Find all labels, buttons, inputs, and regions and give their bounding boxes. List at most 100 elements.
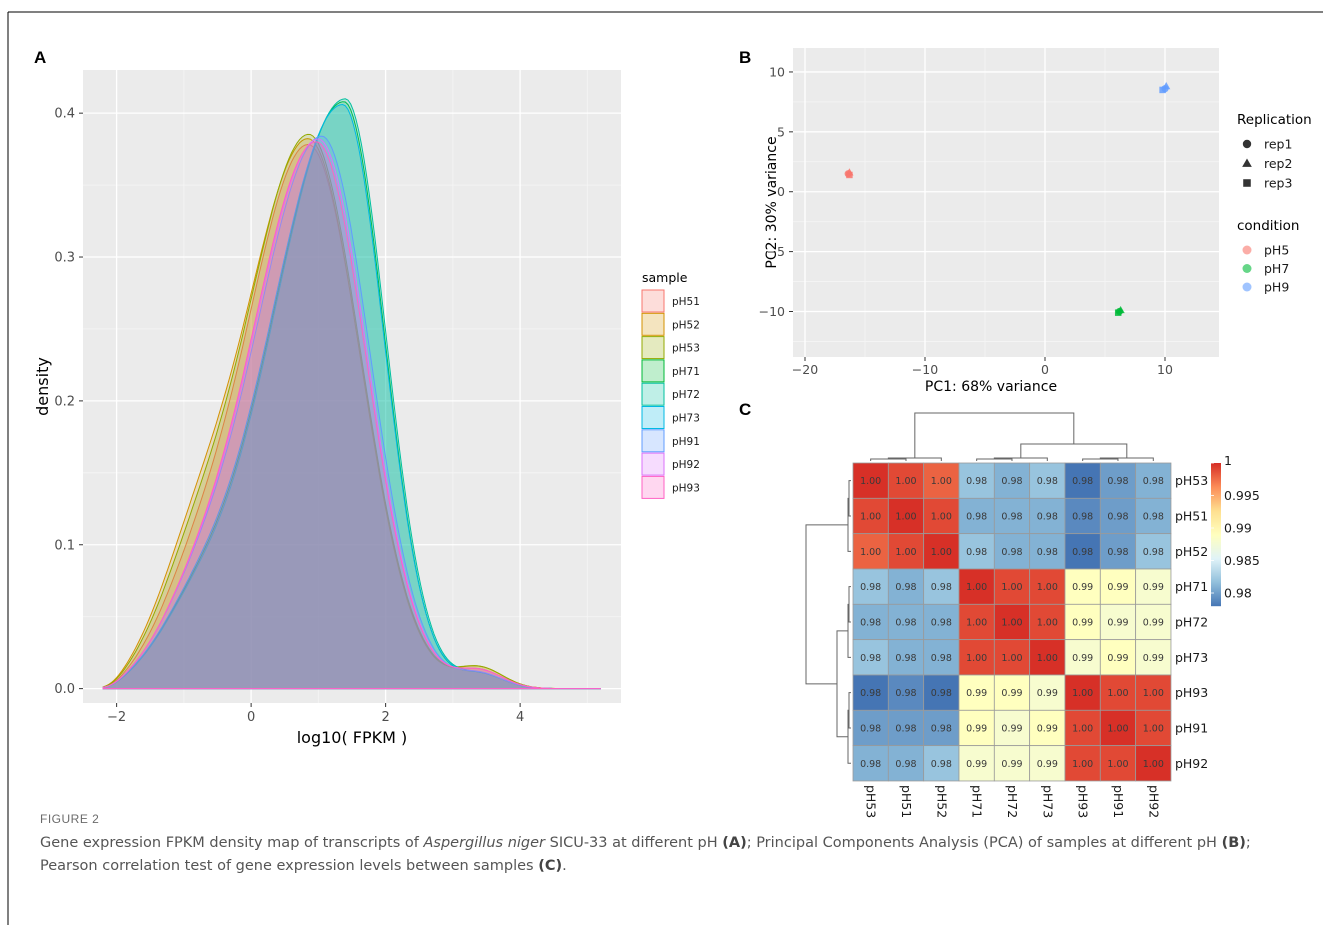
column-dendrogram-branch: [1020, 443, 1128, 458]
colorbar-segment: [1211, 575, 1221, 577]
colorbar-segment: [1211, 562, 1221, 564]
heatmap-cell-label: 1.00: [966, 617, 987, 628]
panel-label-a: A: [34, 48, 47, 67]
heatmap-cell-label: 1.00: [1037, 617, 1058, 628]
heatmap-cell: [1029, 533, 1066, 570]
colorbar-segment: [1211, 550, 1221, 552]
colorbar-segment: [1211, 603, 1221, 605]
heatmap-row-label: pH51: [1175, 508, 1208, 523]
heatmap-cell: [923, 462, 960, 499]
heatmap-cell-label: 0.99: [1037, 759, 1058, 770]
heatmap-cell-label: 0.98: [895, 617, 916, 628]
heatmap-cell: [923, 497, 960, 535]
colorbar-segment: [1211, 488, 1221, 490]
colorbar-segment: [1211, 552, 1221, 554]
heatmap-cell: [852, 709, 889, 747]
colorbar-segment: [1211, 561, 1221, 563]
legend-swatch-pH71: [641, 359, 665, 383]
colorbar-segment: [1211, 471, 1221, 473]
color-legend-key-pH7: [1242, 264, 1252, 273]
heatmap-cell: [993, 639, 1031, 676]
heatmap-cell: [1029, 639, 1066, 676]
heatmap-cell: [958, 745, 995, 782]
colorbar-segment: [1211, 592, 1221, 594]
heatmap-cell-label: 1.00: [1001, 653, 1022, 664]
colorbar-segment: [1211, 483, 1221, 485]
legend-label: pH93: [672, 482, 700, 494]
heatmap-cell-label: 1.00: [1037, 582, 1058, 593]
heatmap-cell: [1099, 639, 1137, 676]
colorbar-segment: [1211, 604, 1221, 606]
heatmap-cell: [1029, 603, 1066, 641]
shape-legend-label: rep1: [1264, 137, 1292, 152]
x-tick-label: 4: [516, 710, 524, 725]
colorbar-segment: [1211, 512, 1221, 514]
heatmap-cell-label: 0.98: [1107, 476, 1128, 487]
density-curve-pH53: [102, 133, 601, 690]
colorbar-segment: [1211, 465, 1221, 467]
heatmap-cell: [1135, 745, 1172, 782]
heatmap-col-label: pH73: [1040, 785, 1055, 818]
heatmap-row-label: pH72: [1175, 614, 1208, 629]
heatmap-col-label: pH92: [1146, 785, 1161, 818]
caption-ref-a: (A): [722, 835, 747, 851]
colorbar-segment: [1211, 528, 1221, 530]
heatmap-cell-label: 0.99: [966, 723, 987, 734]
x-tick-label: 0: [1041, 362, 1049, 377]
colorbar-segment: [1211, 503, 1221, 505]
heatmap-cell-label: 0.98: [860, 653, 881, 664]
x-tick-label: −10: [912, 362, 938, 377]
colorbar-segment: [1211, 492, 1221, 494]
heatmap-cell-label: 0.98: [860, 688, 881, 699]
heatmap-cell-label: 0.99: [1001, 759, 1022, 770]
heatmap-cell: [1135, 639, 1172, 676]
heatmap-cell: [1099, 745, 1137, 782]
colorbar-segment: [1211, 480, 1221, 482]
colorbar-segment: [1211, 560, 1221, 562]
x-axis-title: log10( FPKM ): [297, 728, 408, 747]
row-dendrogram-branch: [836, 630, 848, 738]
heatmap-cell-label: 0.99: [1072, 617, 1093, 628]
heatmap-cell-label: 0.98: [931, 617, 952, 628]
heatmap-cell-label: 0.99: [1001, 688, 1022, 699]
legend-title: sample: [642, 270, 688, 285]
heatmap-cell: [887, 709, 925, 747]
color-legend-label: pH7: [1264, 261, 1289, 276]
heatmap-col-label: pH53: [864, 785, 879, 818]
heatmap-cell: [1099, 497, 1137, 535]
colorbar-label: 0.98: [1224, 586, 1252, 601]
colorbar-segment: [1211, 545, 1221, 547]
legend-swatch-pH53: [641, 336, 665, 360]
heatmap-cell-label: 0.98: [1143, 476, 1164, 487]
heatmap-cell-label: 0.98: [1143, 511, 1164, 522]
colorbar-segment: [1211, 517, 1221, 519]
colorbar-segment: [1211, 600, 1221, 602]
colorbar-segment: [1211, 558, 1221, 560]
colorbar-segment: [1211, 589, 1221, 591]
heatmap-cell-label: 0.98: [895, 653, 916, 664]
colorbar-segment: [1211, 554, 1221, 556]
heatmap-cell-label: 1.00: [931, 547, 952, 558]
colorbar-segment: [1211, 523, 1221, 525]
color-legend-label: pH5: [1264, 243, 1289, 258]
colorbar-segment: [1211, 598, 1221, 600]
row-dendrogram-branch: [848, 692, 851, 729]
heatmap-cell: [923, 709, 960, 747]
colorbar-segment: [1211, 504, 1221, 506]
column-dendrogram-branch: [870, 458, 907, 461]
caption-text-5: .: [562, 858, 567, 874]
row-dendrogram-branch: [848, 480, 851, 517]
colorbar-segment: [1211, 537, 1221, 539]
colorbar-segment: [1211, 585, 1221, 587]
colorbar-segment: [1211, 473, 1221, 475]
heatmap-cell-label: 0.99: [1072, 653, 1093, 664]
heatmap-col-label: pH91: [1111, 785, 1126, 818]
heatmap-cell-label: 0.98: [931, 723, 952, 734]
colorbar-segment: [1211, 556, 1221, 558]
legend-label: pH91: [672, 436, 700, 448]
heatmap-cell: [993, 568, 1031, 605]
heatmap-cell: [887, 533, 925, 570]
colorbar-segment: [1211, 541, 1221, 543]
heatmap-cell-label: 1.00: [1037, 653, 1058, 664]
heatmap-cell-label: 1.00: [1001, 582, 1022, 593]
